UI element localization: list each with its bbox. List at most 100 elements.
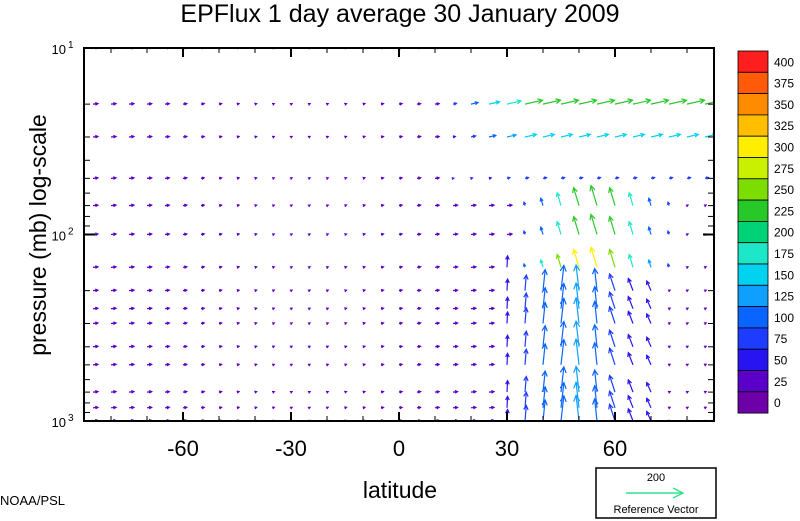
flux-vector-head [532, 132, 538, 138]
flux-vector-head [523, 291, 529, 298]
flux-vector-head [131, 102, 136, 106]
flux-vector-head [307, 103, 312, 106]
flux-vector-head [492, 134, 498, 138]
flux-vector [627, 311, 634, 324]
flux-vector-head [472, 405, 478, 410]
flux-vector-head [572, 248, 578, 255]
flux-vector-head [589, 246, 596, 254]
flux-vector [556, 221, 562, 235]
flux-vector-head [325, 102, 330, 106]
flux-vector-head [491, 306, 496, 311]
flux-vector [627, 379, 634, 393]
flux-vector-head [633, 176, 638, 180]
flux-vector [524, 376, 527, 393]
flux-vector-head [201, 135, 206, 139]
flux-vector-head [148, 288, 153, 293]
flux-vector-head [608, 215, 614, 222]
flux-vector-head [325, 135, 330, 139]
flux-vector-head [608, 328, 614, 336]
flux-vector-head [555, 220, 561, 227]
flux-vector-head [608, 374, 614, 381]
flux-vector-head [307, 204, 312, 208]
flux-vector-head [254, 406, 258, 410]
flux-vector-head [591, 323, 599, 331]
flux-vector-head [472, 288, 478, 293]
flux-vector-head [166, 102, 171, 106]
flux-vector [590, 185, 598, 206]
flux-vector [608, 273, 616, 291]
flux-vector [560, 99, 579, 105]
flux-vector-head [573, 319, 581, 328]
flux-vector-head [399, 306, 404, 311]
flux-vector-head [131, 288, 136, 293]
flux-vector-head [645, 354, 651, 360]
flux-vector-head [627, 295, 632, 301]
flux-vector [542, 133, 555, 138]
flux-vector-head [539, 258, 544, 264]
flux-vector-head [325, 322, 330, 326]
flux-vector-head [541, 286, 548, 294]
flux-vector-head [271, 135, 276, 139]
flux-vector-head [236, 345, 241, 349]
flux-vector-head [166, 405, 171, 410]
flux-vector-head [344, 345, 348, 349]
vector-field [92, 40, 714, 421]
flux-vector-head [541, 324, 548, 332]
flux-vector-head [454, 232, 459, 237]
flux-vector-head [491, 405, 496, 410]
colorbar-swatch [737, 114, 769, 137]
flux-vector-head [380, 406, 385, 410]
flux-vector-head [380, 363, 385, 367]
flux-vector-head [166, 203, 171, 208]
flux-vector [628, 192, 634, 206]
flux-vector-head [564, 40, 571, 46]
flux-vector-head [362, 176, 367, 180]
flux-vector-head [289, 233, 294, 237]
colorbar-label: 225 [774, 204, 794, 218]
flux-vector-head [166, 265, 171, 269]
flux-vector-head [362, 135, 367, 139]
flux-vector-head [685, 266, 690, 269]
flux-vector-head [289, 102, 294, 106]
flux-vector-head [645, 410, 651, 416]
flux-vector-head [597, 176, 602, 180]
flux-vector-head [95, 102, 100, 106]
flux-vector-head [148, 134, 153, 139]
colorbar-swatch [737, 220, 769, 244]
flux-vector-head [380, 265, 385, 269]
flux-vector-head [454, 362, 459, 367]
flux-vector-head [685, 345, 690, 349]
flux-vector-head [472, 344, 478, 349]
flux-vector-head [184, 102, 189, 106]
flux-vector-head [436, 405, 441, 410]
flux-vector-head [307, 390, 312, 394]
flux-vector-head [703, 266, 708, 269]
flux-vector-head [608, 389, 614, 397]
flux-vector-head [166, 232, 171, 237]
flux-vector [704, 134, 714, 138]
flux-vector-head [417, 135, 422, 139]
flux-vector [646, 313, 652, 324]
colorbar-label: 75 [774, 332, 788, 346]
flux-vector-head [525, 176, 530, 180]
flux-vector [506, 312, 509, 324]
flux-vector-head [523, 306, 529, 313]
colorbar-swatch [737, 370, 769, 393]
flux-vector [608, 306, 616, 324]
flux-vector-head [561, 176, 566, 180]
flux-vector-head [219, 102, 223, 106]
flux-vector-head [591, 267, 599, 275]
colorbar-label: 125 [774, 290, 794, 304]
flux-vector-head [591, 368, 599, 376]
flux-vector [590, 214, 598, 235]
flux-vector-head [645, 397, 651, 403]
flux-vector-head [417, 306, 422, 311]
y-tick-exponent: 3 [68, 413, 74, 424]
flux-vector-head [505, 395, 510, 401]
flux-vector [506, 100, 522, 105]
flux-vector-head [491, 232, 496, 237]
flux-vector-head [344, 102, 348, 106]
flux-vector [632, 99, 651, 105]
flux-vector-head [685, 406, 690, 410]
flux-vector-head [113, 306, 118, 311]
